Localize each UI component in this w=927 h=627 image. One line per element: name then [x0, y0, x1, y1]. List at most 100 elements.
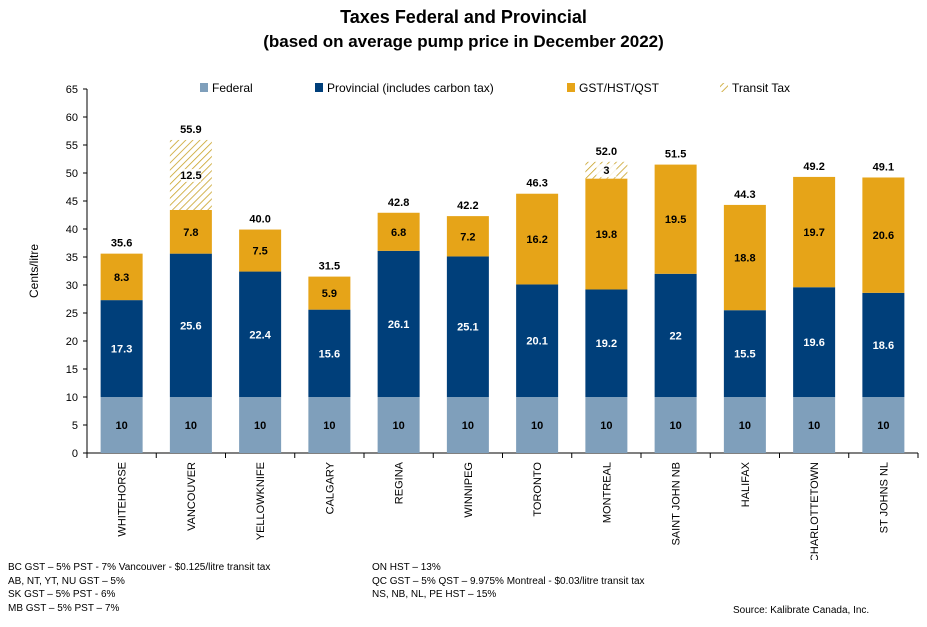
total-label: 55.9 — [180, 124, 201, 136]
data-label: 20.1 — [526, 336, 547, 348]
x-tick-label: SAINT JOHN NB — [671, 462, 683, 546]
x-tick-label: CALGARY — [324, 461, 336, 514]
bar-segment — [169, 209, 212, 254]
x-tick-label: VANCOUVER — [186, 462, 198, 531]
data-label: 10 — [323, 420, 335, 432]
data-label: 10 — [808, 420, 820, 432]
y-tick-label: 60 — [66, 112, 78, 124]
data-label: 22 — [670, 330, 682, 342]
legend-label: Provincial (includes carbon tax) — [327, 81, 494, 95]
y-tick-label: 50 — [66, 168, 78, 180]
footnote: QC GST – 5% QST – 9.975% Montreal - $0.0… — [372, 575, 645, 587]
y-tick-label: 20 — [66, 336, 78, 348]
data-label: 10 — [393, 420, 405, 432]
x-tick-label: TORONTO — [532, 462, 544, 517]
x-tick-label: CHARLOTTETOWN — [809, 462, 821, 560]
data-label: 8.3 — [114, 272, 129, 284]
data-label: 10 — [739, 420, 751, 432]
bar-segment — [446, 397, 489, 453]
data-label: 15.5 — [734, 349, 755, 361]
x-tick-label: WINNIPEG — [463, 462, 475, 518]
x-tick-label: ST JOHNS NL — [878, 462, 890, 533]
data-label: 26.1 — [388, 319, 409, 331]
bar-segment — [308, 397, 351, 453]
y-tick-label: 45 — [66, 196, 78, 208]
bar-segment — [862, 177, 905, 293]
footnote: MB GST – 5% PST – 7% — [8, 602, 120, 614]
footnote: AB, NT, YT, NU GST – 5% — [8, 575, 125, 587]
y-axis-label: Cents/litre — [27, 244, 41, 298]
bar-segment — [377, 250, 420, 397]
y-tick-label: 5 — [72, 420, 78, 432]
data-label: 18.8 — [734, 253, 755, 265]
data-label: 20.6 — [873, 230, 894, 242]
legend-swatch — [200, 83, 208, 92]
bar-segment — [793, 176, 836, 288]
bar-segment — [239, 271, 282, 397]
y-tick-label: 55 — [66, 140, 78, 152]
data-label: 25.1 — [457, 322, 478, 334]
data-label: 19.2 — [596, 338, 617, 350]
bar-segment — [100, 253, 143, 301]
bar-segment — [516, 397, 559, 453]
data-label: 19.5 — [665, 214, 686, 226]
bar-segment — [169, 397, 212, 453]
bar-segment — [239, 397, 282, 453]
x-tick-label: YELLOWKNIFE — [255, 462, 267, 540]
stacked-bar-chart: 0 5 10 15 20 25 30 35 40 45 50 55 60 65 Cents/litre WHI… — [27, 81, 919, 560]
bar-segment — [516, 284, 559, 397]
data-label: 19.7 — [803, 227, 824, 239]
footnote: NS, NB, NL, PE HST – 15% — [372, 589, 497, 600]
data-label: 7.5 — [252, 246, 267, 258]
bar-segment — [516, 193, 559, 285]
bar-segment — [446, 216, 489, 257]
chart-subtitle: (based on average pump price in December… — [263, 32, 664, 51]
data-label-bg — [596, 164, 617, 178]
footnotes-right: ON HST – 13% QC GST – 5% QST – 9.975% Mo… — [372, 561, 645, 602]
data-label: 10 — [877, 420, 889, 432]
bar-segment — [169, 253, 212, 397]
footnote: SK GST – 5% PST - 6% — [8, 589, 116, 600]
data-label: 5.9 — [322, 288, 337, 300]
data-label: 18.6 — [873, 340, 894, 352]
legend-swatch — [720, 83, 728, 92]
data-label: 10 — [462, 420, 474, 432]
bar-segment — [585, 178, 628, 290]
bar-segment — [308, 309, 351, 397]
data-label: 10 — [670, 420, 682, 432]
data-label: 10 — [185, 420, 197, 432]
data-label: 22.4 — [249, 329, 271, 341]
data-label: 10 — [116, 420, 128, 432]
x-tick-label: HALIFAX — [740, 461, 752, 507]
y-tick-label: 40 — [66, 224, 78, 236]
data-label: 15.6 — [319, 348, 340, 360]
source-note: Source: Kalibrate Canada, Inc. — [733, 605, 870, 616]
data-label: 12.5 — [180, 170, 201, 182]
data-label: 7.2 — [460, 231, 475, 243]
data-label: 17.3 — [111, 344, 132, 356]
chart-title: Taxes Federal and Provincial — [340, 7, 587, 27]
y-tick-label: 65 — [66, 84, 78, 96]
bar-segment — [446, 256, 489, 397]
data-label: 25.6 — [180, 320, 201, 332]
data-label-bg — [180, 168, 201, 182]
bar-segment — [100, 300, 143, 397]
bar-segment — [654, 273, 697, 397]
total-label: 49.2 — [803, 161, 824, 173]
bar-segment — [793, 397, 836, 453]
footnote: BC GST – 5% PST - 7% Vancouver - $0.125/… — [8, 562, 271, 573]
legend-swatch — [567, 83, 575, 92]
total-label: 40.0 — [249, 214, 270, 226]
total-label: 35.6 — [111, 238, 132, 250]
legend-label: Transit Tax — [732, 81, 790, 95]
data-label: 10 — [600, 420, 612, 432]
y-tick-label: 10 — [66, 392, 78, 404]
data-label: 3 — [603, 165, 609, 177]
data-label: 19.6 — [803, 337, 824, 349]
legend-label: Federal — [212, 81, 253, 95]
data-label: 16.2 — [526, 234, 547, 246]
bar-segment — [377, 212, 420, 251]
bar-segment — [377, 397, 420, 453]
data-label: 19.8 — [596, 229, 617, 241]
data-label: 10 — [254, 420, 266, 432]
